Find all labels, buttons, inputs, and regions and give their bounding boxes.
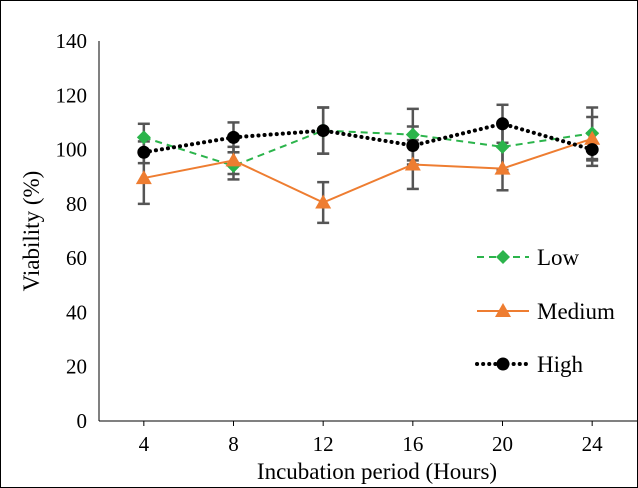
- x-tick-label: 24: [582, 432, 604, 456]
- data-point-medium: [494, 160, 511, 175]
- y-tick-label: 120: [56, 83, 88, 107]
- data-point-high: [585, 143, 599, 157]
- data-point-medium: [315, 194, 332, 209]
- series-line-high: [141, 121, 595, 155]
- legend-label-medium: Medium: [537, 299, 615, 324]
- data-point-medium: [584, 130, 601, 145]
- data-point-low: [495, 139, 510, 154]
- data-point-low: [136, 130, 151, 145]
- data-point-high: [406, 139, 420, 152]
- x-tick-label: 16: [402, 432, 423, 456]
- x-axis-title: Incubation period (Hours): [257, 459, 497, 484]
- data-point-medium: [135, 170, 152, 185]
- series-line-low: [143, 129, 593, 167]
- data-point-medium: [225, 152, 242, 167]
- data-point-high: [137, 145, 151, 159]
- data-point-low: [405, 127, 420, 142]
- x-tick-label: 8: [228, 432, 239, 456]
- y-tick-label: 0: [77, 409, 88, 433]
- y-tick-label: 40: [66, 300, 87, 324]
- data-point-high: [316, 124, 330, 138]
- legend-label-high: High: [537, 352, 584, 377]
- y-tick-labels: 0 20 40 60 80 100 120 140: [56, 29, 88, 433]
- y-tick-label: 100: [56, 138, 88, 162]
- legend-label-low: Low: [537, 245, 580, 270]
- legend-marker-high: [496, 357, 510, 371]
- legend: Low Medium High: [475, 245, 615, 377]
- series-lines: [141, 121, 595, 204]
- y-tick-label: 140: [56, 29, 88, 53]
- y-tick-label: 60: [66, 246, 87, 270]
- series-markers: [135, 117, 601, 209]
- x-tick-label: 4: [139, 432, 150, 456]
- y-tick-label: 20: [66, 355, 87, 379]
- axes: [98, 41, 637, 422]
- data-point-high: [496, 117, 509, 131]
- y-axis-title: Viability (%): [19, 171, 44, 292]
- legend-marker-medium: [495, 303, 511, 317]
- x-tick-label: 12: [313, 432, 334, 456]
- series-line-medium: [143, 137, 593, 204]
- y-tick-label: 80: [66, 192, 87, 216]
- legend-marker-low: [496, 250, 510, 264]
- x-tick-labels: 4 8 12 16 20 24: [139, 421, 604, 456]
- data-point-medium: [404, 156, 421, 171]
- error-bars: [137, 103, 599, 225]
- x-tick-label: 20: [492, 432, 513, 456]
- data-point-high: [227, 130, 240, 144]
